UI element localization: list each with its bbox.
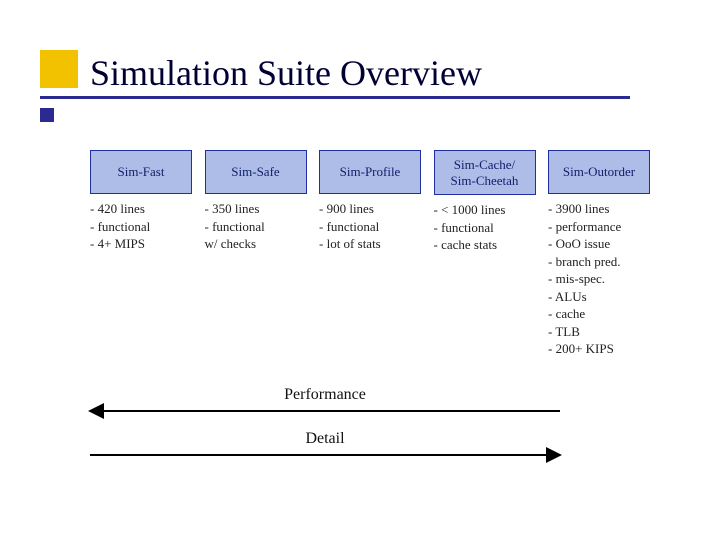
bullet: w/ checks: [205, 235, 307, 253]
page-title: Simulation Suite Overview: [90, 52, 482, 94]
arrow-detail: Detail: [90, 434, 560, 474]
arrow-label-detail: Detail: [303, 430, 346, 448]
columns-container: Sim-Fast - 420 lines - functional - 4+ M…: [90, 150, 650, 358]
title-underline: [40, 96, 630, 99]
arrows-region: Performance Detail: [90, 390, 560, 474]
bullet: - functional: [205, 218, 307, 236]
bullet-tick: [40, 108, 54, 122]
arrow-head-right-icon: [546, 447, 562, 463]
column-sim-fast: Sim-Fast - 420 lines - functional - 4+ M…: [90, 150, 192, 358]
bullet: - 4+ MIPS: [90, 235, 192, 253]
bullets-sim-fast: - 420 lines - functional - 4+ MIPS: [90, 200, 192, 253]
bullet: - functional: [319, 218, 421, 236]
bullet: - < 1000 lines: [434, 201, 536, 219]
bullet: - cache stats: [434, 236, 536, 254]
arrow-line: [90, 410, 560, 412]
bullet: - 3900 lines: [548, 200, 650, 218]
box-sim-fast: Sim-Fast: [90, 150, 192, 194]
bullet: - performance: [548, 218, 650, 236]
bullet: - 350 lines: [205, 200, 307, 218]
arrow-performance: Performance: [90, 390, 560, 430]
arrow-label-performance: Performance: [282, 386, 368, 404]
bullet: - 420 lines: [90, 200, 192, 218]
box-sim-safe: Sim-Safe: [205, 150, 307, 194]
bullet: - cache: [548, 305, 650, 323]
bullets-sim-outorder: - 3900 lines - performance - OoO issue -…: [548, 200, 650, 358]
column-sim-cache: Sim-Cache/ Sim-Cheetah - < 1000 lines - …: [434, 150, 536, 358]
arrow-head-left-icon: [88, 403, 104, 419]
bullet: - functional: [434, 219, 536, 237]
bullet: - mis-spec.: [548, 270, 650, 288]
arrow-line: [90, 454, 560, 456]
column-sim-profile: Sim-Profile - 900 lines - functional - l…: [319, 150, 421, 358]
box-sim-cache: Sim-Cache/ Sim-Cheetah: [434, 150, 536, 195]
box-sim-outorder: Sim-Outorder: [548, 150, 650, 194]
column-sim-outorder: Sim-Outorder - 3900 lines - performance …: [548, 150, 650, 358]
box-label-line1: Sim-Cache/: [454, 157, 515, 173]
bullet: - 200+ KIPS: [548, 340, 650, 358]
column-sim-safe: Sim-Safe - 350 lines - functional w/ che…: [205, 150, 307, 358]
bullets-sim-cache: - < 1000 lines - functional - cache stat…: [434, 201, 536, 254]
bullet: - branch pred.: [548, 253, 650, 271]
box-label-line2: Sim-Cheetah: [451, 173, 519, 189]
bullet: - 900 lines: [319, 200, 421, 218]
bullets-sim-profile: - 900 lines - functional - lot of stats: [319, 200, 421, 253]
box-sim-profile: Sim-Profile: [319, 150, 421, 194]
bullet: - OoO issue: [548, 235, 650, 253]
bullet: - ALUs: [548, 288, 650, 306]
bullet: - functional: [90, 218, 192, 236]
bullet: - TLB: [548, 323, 650, 341]
bullet: - lot of stats: [319, 235, 421, 253]
accent-square: [40, 50, 78, 88]
bullets-sim-safe: - 350 lines - functional w/ checks: [205, 200, 307, 253]
